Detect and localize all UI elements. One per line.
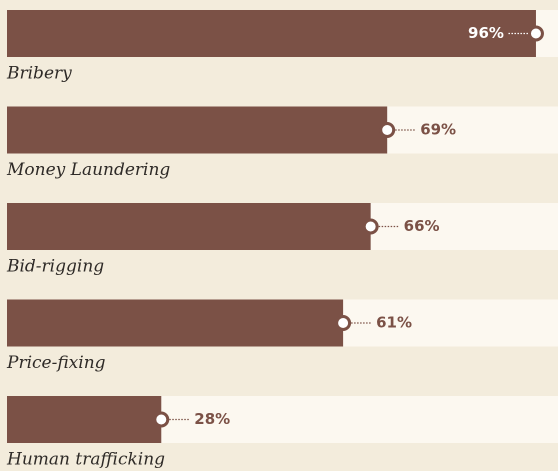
bar [7,10,536,57]
category-label: Price-fixing [6,353,106,373]
bar [7,203,371,250]
value-label: 69% [420,121,456,139]
category-label: Human trafficking [6,450,165,470]
value-label: 28% [194,410,230,428]
bar [7,299,344,347]
value-label: 61% [376,314,412,332]
value-label: 66% [404,217,440,235]
bar-end-marker [362,218,379,235]
bar [7,106,388,154]
bar-end-marker [379,122,396,138]
bar-end-marker [527,25,544,42]
bar [7,396,162,443]
category-label: Bid-rigging [6,257,104,277]
bar-end-marker [335,315,352,331]
category-label: Bribery [6,64,72,84]
bar-end-marker [153,411,170,428]
category-label: Money Laundering [6,160,170,180]
value-label: 96% [468,24,504,42]
